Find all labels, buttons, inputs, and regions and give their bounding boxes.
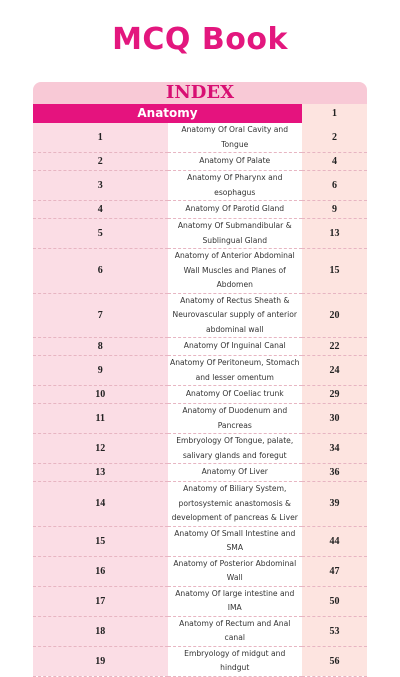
row-page: 9 bbox=[302, 200, 367, 219]
row-page: 39 bbox=[302, 481, 367, 527]
row-number: 14 bbox=[33, 481, 168, 527]
row-page: 30 bbox=[302, 403, 367, 434]
row-page: 47 bbox=[302, 556, 367, 587]
row-number: 7 bbox=[33, 293, 168, 338]
index-row: 15 Anatomy Of Small Intestine and SMA 44 bbox=[33, 526, 367, 557]
row-title: Anatomy Of Palate bbox=[167, 152, 302, 171]
row-page: 22 bbox=[302, 337, 367, 356]
index-box: INDEX Anatomy 1 1 Anatomy Of Oral Cavity … bbox=[33, 82, 367, 677]
row-page: 29 bbox=[302, 385, 367, 404]
index-row: 13 Anatomy Of Liver 36 bbox=[33, 463, 367, 482]
row-title: Anatomy of Posterior Abdominal Wall bbox=[167, 556, 302, 587]
index-row: 6 Anatomy of Anterior Abdominal Wall Musc… bbox=[33, 248, 367, 294]
row-number: 18 bbox=[33, 616, 168, 647]
row-page: 4 bbox=[302, 152, 367, 171]
row-page: 53 bbox=[302, 616, 367, 647]
row-number: 12 bbox=[33, 433, 168, 464]
row-title: Anatomy Of Coeliac trunk bbox=[167, 385, 302, 404]
row-number: 5 bbox=[33, 218, 168, 249]
row-page: 6 bbox=[302, 170, 367, 201]
row-title: Anatomy Of Parotid Gland bbox=[167, 200, 302, 219]
row-title: Anatomy Of Peritoneum, Stomach and lesse… bbox=[167, 355, 302, 386]
row-title: Embryology Of Tongue, palate, salivary g… bbox=[167, 433, 302, 464]
row-title: Anatomy Of Submandibular & Sublingual Gl… bbox=[167, 218, 302, 249]
row-page: 56 bbox=[302, 646, 367, 677]
row-title: Anatomy of Rectum and Anal canal bbox=[167, 616, 302, 647]
index-row: 12 Embryology Of Tongue, palate, salivary… bbox=[33, 433, 367, 464]
row-page: 34 bbox=[302, 433, 367, 464]
row-title: Anatomy of Rectus Sheath & Neurovascular… bbox=[167, 293, 302, 338]
row-number: 9 bbox=[33, 355, 168, 386]
index-row: 5 Anatomy Of Submandibular & Sublingual G… bbox=[33, 218, 367, 249]
row-title: Embryology of midgut and hindgut bbox=[167, 646, 302, 677]
index-row: 16 Anatomy of Posterior Abdominal Wall 47 bbox=[33, 556, 367, 587]
row-number: 10 bbox=[33, 385, 168, 404]
index-row: 8 Anatomy Of Inguinal Canal 22 bbox=[33, 337, 367, 356]
row-title: Anatomy Of Small Intestine and SMA bbox=[167, 526, 302, 557]
index-row: 7 Anatomy of Rectus Sheath & Neurovascula… bbox=[33, 293, 367, 338]
row-title: Anatomy Of large intestine and IMA bbox=[167, 586, 302, 617]
row-number: 4 bbox=[33, 200, 168, 219]
row-number: 8 bbox=[33, 337, 168, 356]
section-row: Anatomy 1 bbox=[33, 104, 367, 123]
row-page: 50 bbox=[302, 586, 367, 617]
index-row: 19 Embryology of midgut and hindgut 56 bbox=[33, 646, 367, 677]
index-row: 1 Anatomy Of Oral Cavity and Tongue 2 bbox=[33, 123, 367, 153]
book-title: MCQ Book bbox=[112, 22, 288, 57]
index-row: 14 Anatomy of Biliary System, portosystem… bbox=[33, 481, 367, 527]
index-row: 18 Anatomy of Rectum and Anal canal 53 bbox=[33, 616, 367, 647]
row-title: Anatomy Of Inguinal Canal bbox=[167, 337, 302, 356]
row-number: 13 bbox=[33, 463, 168, 482]
index-row: 2 Anatomy Of Palate 4 bbox=[33, 152, 367, 171]
row-number: 6 bbox=[33, 248, 168, 294]
index-row: 10 Anatomy Of Coeliac trunk 29 bbox=[33, 385, 367, 404]
row-number: 16 bbox=[33, 556, 168, 587]
row-title: Anatomy Of Pharynx and esophagus bbox=[167, 170, 302, 201]
index-row: 17 Anatomy Of large intestine and IMA 50 bbox=[33, 586, 367, 617]
section-name: Anatomy bbox=[33, 104, 302, 123]
index-body: Anatomy 1 1 Anatomy Of Oral Cavity and To… bbox=[33, 104, 367, 677]
row-title: Anatomy Of Oral Cavity and Tongue bbox=[167, 123, 302, 153]
row-number: 15 bbox=[33, 526, 168, 557]
index-row: 9 Anatomy Of Peritoneum, Stomach and less… bbox=[33, 355, 367, 386]
row-title: Anatomy of Anterior Abdominal Wall Muscl… bbox=[167, 248, 302, 294]
row-number: 3 bbox=[33, 170, 168, 201]
index-row: 3 Anatomy Of Pharynx and esophagus 6 bbox=[33, 170, 367, 201]
row-page: 15 bbox=[302, 248, 367, 294]
row-number: 1 bbox=[33, 123, 168, 153]
row-page: 44 bbox=[302, 526, 367, 557]
row-number: 17 bbox=[33, 586, 168, 617]
index-title: INDEX bbox=[33, 82, 367, 104]
row-title: Anatomy of Biliary System, portosystemic… bbox=[167, 481, 302, 527]
row-page: 2 bbox=[302, 123, 367, 153]
row-page: 36 bbox=[302, 463, 367, 482]
row-number: 2 bbox=[33, 152, 168, 171]
page: MCQ Book INDEX Anatomy 1 1 Anatomy Of Ora… bbox=[33, 22, 367, 677]
index-table: Anatomy 1 1 Anatomy Of Oral Cavity and To… bbox=[33, 104, 367, 677]
index-row: 11 Anatomy of Duodenum and Pancreas 30 bbox=[33, 403, 367, 434]
row-page: 20 bbox=[302, 293, 367, 338]
row-number: 19 bbox=[33, 646, 168, 677]
row-title: Anatomy Of Liver bbox=[167, 463, 302, 482]
index-row: 4 Anatomy Of Parotid Gland 9 bbox=[33, 200, 367, 219]
row-number: 11 bbox=[33, 403, 168, 434]
row-title: Anatomy of Duodenum and Pancreas bbox=[167, 403, 302, 434]
row-page: 24 bbox=[302, 355, 367, 386]
section-page: 1 bbox=[302, 104, 367, 123]
row-page: 13 bbox=[302, 218, 367, 249]
